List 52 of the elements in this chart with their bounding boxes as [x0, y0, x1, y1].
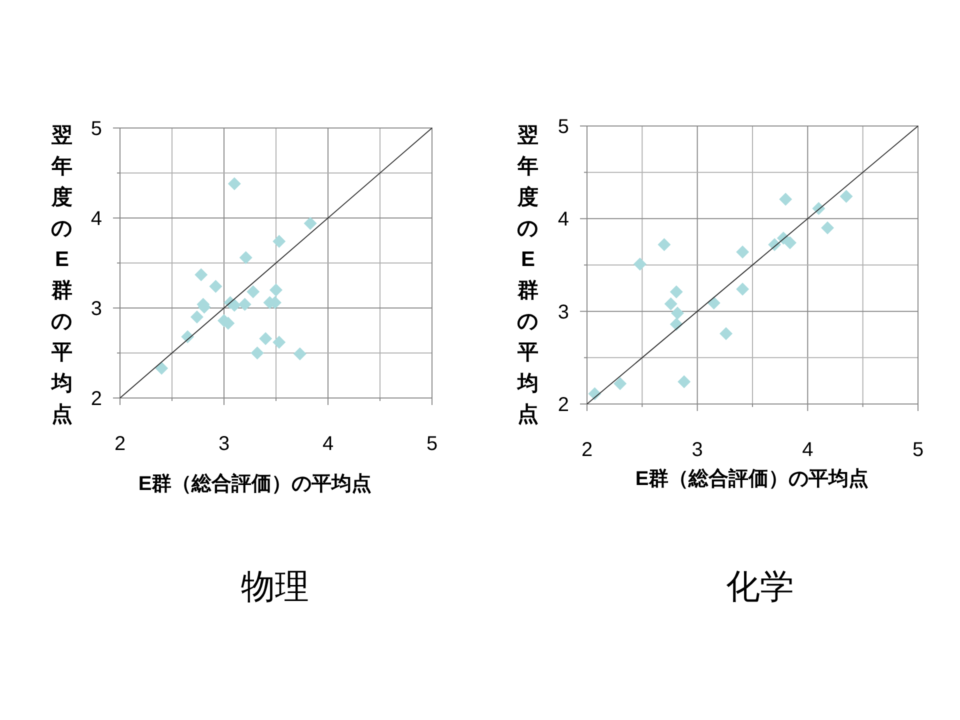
point [190, 310, 204, 324]
y-tick-label: 3 [90, 298, 102, 320]
point [209, 280, 222, 293]
y-tick-label: 4 [558, 208, 569, 231]
point [670, 306, 684, 320]
text: 翌年度のE群の平均点 [517, 124, 539, 426]
point [614, 377, 627, 390]
y-tick-label: 5 [558, 116, 569, 138]
point [293, 347, 306, 360]
point [779, 192, 792, 206]
x-tick-label: 2 [114, 433, 126, 455]
point [736, 246, 750, 259]
point [239, 251, 252, 264]
x-tick-label: 2 [581, 439, 593, 461]
point [670, 285, 683, 298]
y-tick-label: 3 [558, 301, 569, 324]
x-tick-label: 3 [218, 433, 230, 455]
point [664, 297, 678, 310]
point [272, 234, 286, 248]
point [304, 216, 317, 230]
y-tick-label: 5 [90, 118, 102, 140]
x-tick-label: 4 [802, 439, 814, 461]
point [707, 296, 720, 310]
x-axis-title: E群（総合評価）の平均点 [138, 472, 372, 495]
point [840, 190, 853, 203]
point [259, 332, 272, 346]
point [784, 236, 797, 250]
point [228, 177, 241, 190]
x-tick-label: 3 [692, 439, 703, 461]
point [194, 268, 208, 282]
y-tick-label: 2 [90, 388, 102, 410]
y-tick-label: 2 [558, 394, 569, 416]
x-tick-label: 5 [426, 433, 438, 455]
point [270, 284, 282, 296]
text: 化学 [726, 568, 794, 606]
y-tick-label: 4 [90, 208, 102, 230]
point [246, 285, 260, 298]
x-axis-title: E群（総合評価）の平均点 [635, 467, 869, 490]
point [720, 327, 733, 340]
text: 物理 [241, 568, 309, 606]
text: 翌年度のE群の平均点 [51, 124, 73, 426]
point [155, 362, 168, 375]
point [238, 298, 252, 311]
point [658, 238, 671, 252]
point [272, 336, 286, 349]
point [821, 221, 834, 234]
point [678, 375, 691, 388]
point [736, 282, 750, 296]
point [250, 346, 264, 360]
x-tick-label: 5 [912, 439, 924, 461]
point [633, 258, 646, 271]
x-tick-label: 4 [322, 433, 334, 455]
